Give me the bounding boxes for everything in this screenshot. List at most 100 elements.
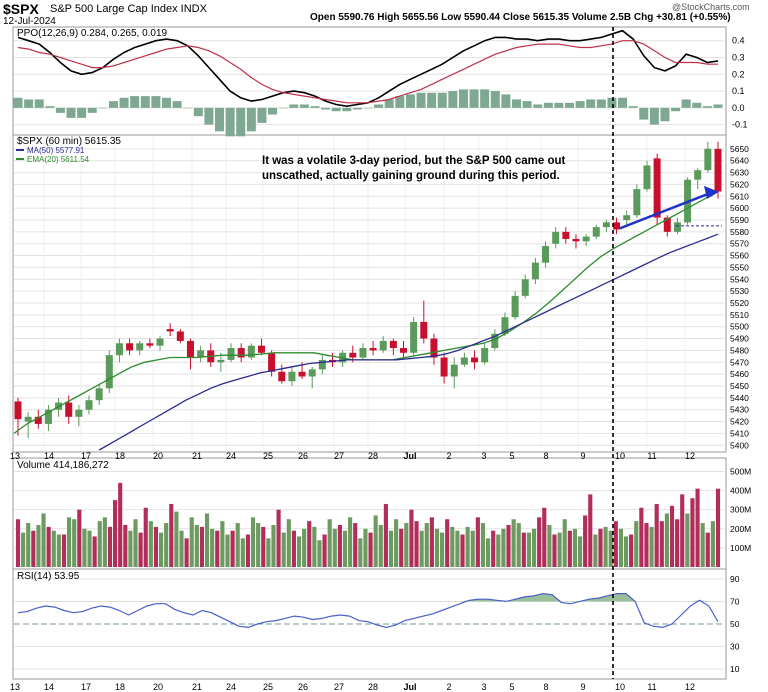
price-tick-label: 5490: [730, 334, 749, 344]
candle-body: [400, 348, 408, 353]
volume-bar: [164, 523, 169, 567]
volume-bar: [506, 524, 511, 567]
volume-bar: [644, 523, 649, 567]
volume-bar: [664, 513, 669, 567]
x-tick-label-bottom: 20: [153, 682, 163, 692]
volume-bar: [669, 505, 675, 567]
price-tick-label: 5460: [730, 369, 749, 379]
x-tick-label-bottom: 8: [543, 682, 548, 692]
candle-body: [379, 340, 387, 351]
candle-body: [430, 338, 438, 358]
volume-bar: [501, 528, 506, 567]
ppo-histogram-bar: [98, 107, 108, 109]
ppo-histogram-bar: [586, 99, 596, 108]
ppo-histogram-bar: [342, 107, 352, 112]
rsi-label: RSI(14) 53.95: [17, 571, 80, 582]
volume-bar: [608, 530, 613, 567]
volume-bar: [613, 521, 618, 567]
price-tick-label: 5440: [730, 393, 749, 403]
volume-bar: [169, 503, 174, 567]
price-tick-label: 5560: [730, 251, 749, 261]
candle-body: [227, 348, 235, 360]
x-tick-label-bottom: 13: [10, 682, 20, 692]
x-tick-label-bottom: 3: [481, 682, 486, 692]
volume-bar: [26, 523, 31, 567]
price-tick-label: 5540: [730, 274, 749, 284]
ppo-histogram-bar: [649, 107, 659, 125]
volume-bar: [327, 519, 332, 567]
price-tick-label: 5530: [730, 286, 749, 296]
volume-bar: [557, 532, 562, 567]
volume-bar: [593, 534, 598, 567]
volume-bar: [21, 532, 26, 567]
volume-bar: [133, 519, 138, 567]
volume-bar: [583, 515, 588, 567]
volume-bar: [271, 524, 276, 567]
volume-bar: [97, 521, 102, 567]
volume-bar: [690, 498, 695, 567]
ppo-tick-label: 0.2: [732, 69, 745, 79]
candle-body: [126, 343, 134, 351]
volume-bar: [189, 517, 194, 567]
ppo-histogram-bar: [172, 101, 182, 108]
volume-bar: [695, 488, 700, 567]
volume-bar: [92, 536, 97, 567]
x-tick-label-mid: 20: [153, 451, 163, 461]
volume-bar: [491, 530, 496, 567]
volume-bar: [199, 526, 205, 567]
ppo-histogram-bar: [310, 106, 320, 108]
volume-bar: [15, 519, 21, 567]
ppo-histogram-bar: [575, 101, 585, 108]
volume-bar: [715, 488, 721, 567]
x-tick-label-bottom: 5: [509, 682, 514, 692]
volume-bar: [72, 519, 77, 567]
ppo-histogram-bar: [671, 107, 681, 112]
x-tick-label-bottom: 18: [115, 682, 125, 692]
rsi-tick-label: 10: [730, 664, 740, 674]
volume-bar: [51, 530, 56, 567]
volume-bar: [445, 519, 450, 567]
candle-body: [542, 246, 550, 263]
rsi-tick-label: 70: [730, 596, 740, 606]
volume-bar: [281, 532, 286, 567]
candle-body: [278, 371, 286, 382]
ppo-histogram-bar: [469, 89, 479, 108]
volume-bar: [31, 530, 36, 567]
volume-bar: [337, 524, 342, 567]
volume-bar: [302, 528, 307, 567]
candle-body: [653, 158, 661, 218]
volume-bar: [419, 530, 424, 567]
annotation-line-2: unscathed, actually gaining ground durin…: [262, 170, 560, 182]
ppo-histogram-bar: [331, 107, 341, 112]
price-tick-label: 5610: [730, 191, 749, 201]
ppo-histogram-bar: [395, 96, 405, 108]
candle-body: [440, 357, 448, 377]
candle-body: [197, 350, 205, 358]
x-tick-label-mid: 26: [298, 451, 308, 461]
volume-bar: [245, 534, 250, 567]
ppo-histogram-bar: [289, 104, 299, 108]
candle-body: [714, 148, 722, 192]
candle-body: [694, 170, 702, 180]
volume-bar: [429, 517, 434, 567]
ppo-tick-label: 0.4: [732, 36, 745, 46]
ppo-histogram-bar: [501, 94, 511, 108]
annotation-line-1: It was a volatile 3-day period, but the …: [262, 155, 566, 167]
volume-bar: [434, 528, 440, 567]
volume-bar: [143, 507, 148, 567]
price-tick-label: 5430: [730, 405, 749, 415]
ppo-histogram-bar: [77, 107, 87, 118]
x-tick-label-bottom: 12: [685, 682, 695, 692]
volume-bar: [286, 519, 291, 567]
candle-body: [704, 148, 712, 171]
price-tick-label: 5580: [730, 227, 749, 237]
volume-bar: [373, 515, 378, 567]
volume-bar: [639, 507, 644, 567]
volume-bar: [378, 524, 383, 567]
x-tick-label-bottom: 25: [263, 682, 273, 692]
rsi-overbought-fill: [18, 593, 718, 602]
watermark: @StockCharts.com: [672, 2, 750, 12]
ppo-histogram-bar: [183, 107, 193, 109]
candle-body: [592, 227, 600, 237]
ppo-histogram-bar: [215, 107, 225, 132]
